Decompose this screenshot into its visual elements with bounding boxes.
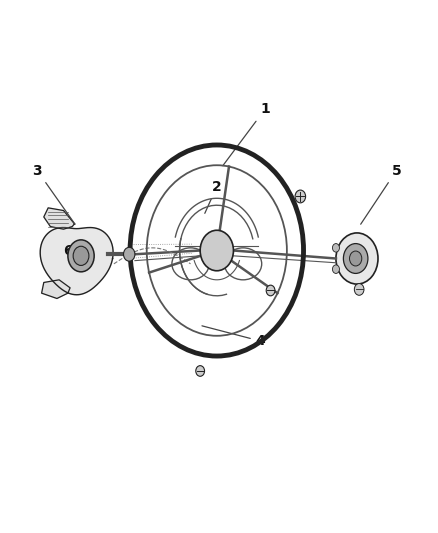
Circle shape — [343, 244, 368, 273]
Text: 3: 3 — [32, 164, 75, 224]
Circle shape — [336, 233, 378, 284]
Text: 2: 2 — [205, 180, 222, 213]
Circle shape — [354, 284, 364, 295]
Circle shape — [295, 190, 306, 203]
Circle shape — [200, 230, 233, 271]
Circle shape — [332, 244, 339, 252]
Circle shape — [332, 265, 339, 273]
Text: 5: 5 — [361, 164, 401, 224]
Polygon shape — [44, 208, 74, 229]
Circle shape — [196, 366, 205, 376]
Circle shape — [68, 240, 94, 272]
Circle shape — [73, 246, 89, 265]
Polygon shape — [42, 280, 70, 298]
Circle shape — [124, 247, 135, 261]
Text: 1: 1 — [223, 102, 270, 166]
Circle shape — [266, 285, 275, 296]
Text: 6: 6 — [63, 244, 84, 267]
Circle shape — [350, 251, 362, 266]
Text: 4: 4 — [202, 326, 265, 348]
Polygon shape — [40, 228, 113, 295]
